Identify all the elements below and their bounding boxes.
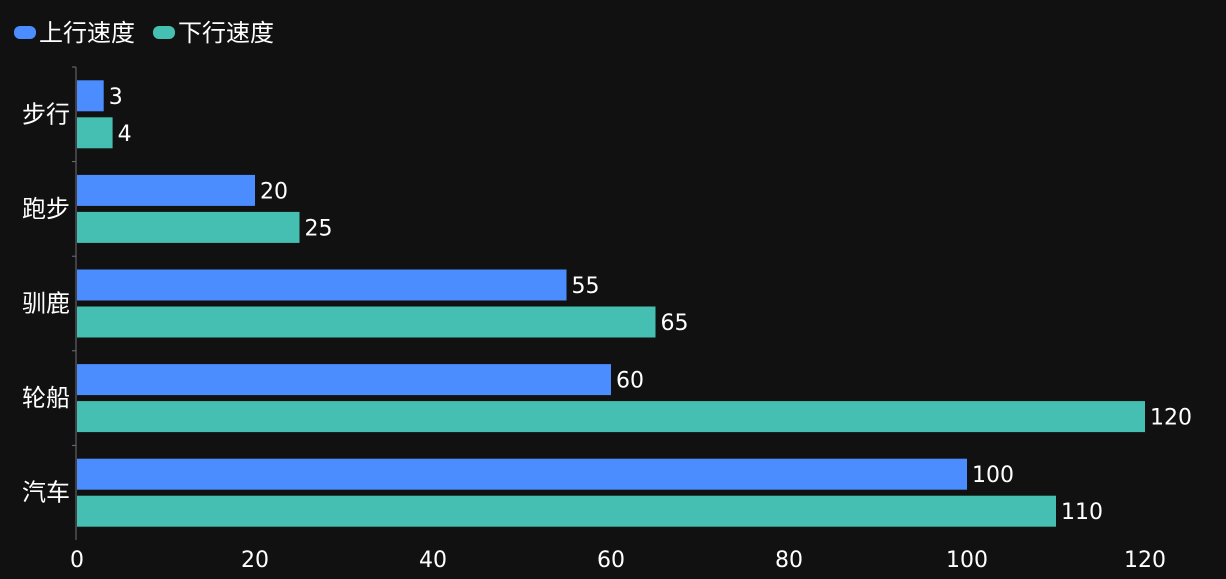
- x-tick-label: 120: [1124, 548, 1166, 573]
- data-label: 65: [661, 311, 689, 336]
- legend-label-1[interactable]: 上行速度: [39, 19, 135, 47]
- category-label: 汽车: [22, 479, 70, 507]
- data-label: 20: [260, 179, 288, 204]
- x-tick-label: 0: [70, 548, 84, 573]
- data-label: 60: [616, 369, 644, 394]
- bar-down[interactable]: [77, 211, 300, 243]
- x-axis-ticks: 0 20 40 60 80 100 120: [70, 548, 1166, 573]
- data-label: 120: [1150, 406, 1192, 431]
- legend: 上行速度 下行速度: [14, 19, 274, 47]
- category-label: 轮船: [22, 384, 70, 412]
- bars: 3 4 20 25 55 65 60 120 100 110: [77, 80, 1192, 527]
- x-tick-label: 60: [597, 548, 625, 573]
- legend-label-2[interactable]: 下行速度: [178, 19, 274, 47]
- legend-swatch-1[interactable]: [14, 26, 36, 39]
- bar-up[interactable]: [77, 458, 967, 490]
- legend-swatch-2[interactable]: [153, 26, 175, 39]
- bar-up[interactable]: [77, 269, 567, 301]
- x-tick-label: 80: [775, 548, 803, 573]
- bar-down[interactable]: [77, 495, 1056, 527]
- category-label: 跑步: [22, 195, 70, 223]
- x-tick-label: 20: [241, 548, 269, 573]
- bar-up[interactable]: [77, 174, 255, 206]
- category-label: 步行: [22, 100, 70, 128]
- data-label: 55: [572, 274, 600, 299]
- data-label: 100: [972, 463, 1014, 488]
- data-label: 3: [109, 85, 123, 110]
- bar-down[interactable]: [77, 117, 113, 149]
- data-label: 110: [1061, 500, 1103, 525]
- bar-up[interactable]: [77, 80, 104, 112]
- bar-down[interactable]: [77, 401, 1145, 433]
- category-label: 驯鹿: [22, 290, 70, 318]
- x-tick-label: 40: [419, 548, 447, 573]
- data-label: 4: [118, 122, 132, 147]
- bar-up[interactable]: [77, 364, 611, 396]
- bar-down[interactable]: [77, 306, 656, 338]
- x-tick-label: 100: [946, 548, 988, 573]
- data-label: 25: [305, 216, 333, 241]
